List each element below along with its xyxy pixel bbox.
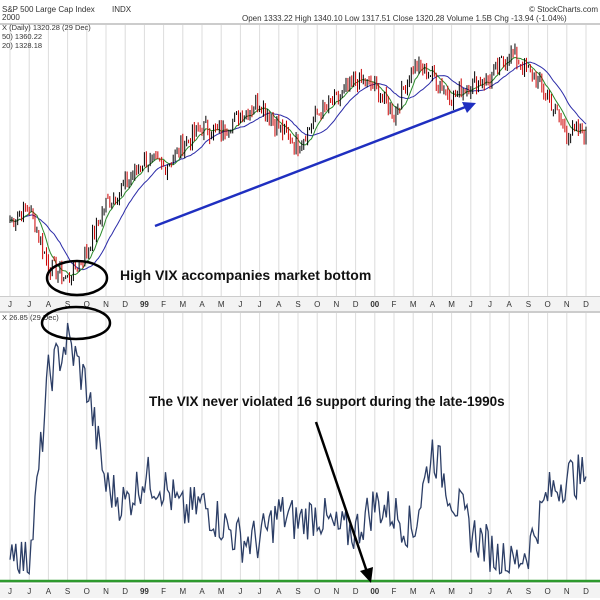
axis-tick-label: F xyxy=(161,300,166,309)
vix-legend: X 26.85 (29 Dec) xyxy=(2,313,59,322)
index-title: S&P 500 Large Cap Index xyxy=(2,5,95,14)
axis-tick-label: N xyxy=(103,587,109,596)
axis-tick-label: O xyxy=(544,300,550,309)
axis-tick-label: O xyxy=(544,587,550,596)
axis-tick-label: J xyxy=(488,587,492,596)
axis-tick-label: M xyxy=(218,300,225,309)
axis-tick-label: D xyxy=(122,300,128,309)
axis-tick-label: 00 xyxy=(370,587,379,596)
trend-arrow xyxy=(154,102,476,228)
axis-tick-label: N xyxy=(103,300,109,309)
axis-tick-label: A xyxy=(430,300,436,309)
axis-tick-label: F xyxy=(161,587,166,596)
axis-tick-label: O xyxy=(84,587,90,596)
axis-tick-label: 99 xyxy=(140,587,149,596)
axis-tick-label: D xyxy=(353,587,359,596)
axis-tick-label: M xyxy=(410,300,417,309)
annotation-top: High VIX accompanies market bottom xyxy=(120,267,371,283)
support-arrow xyxy=(314,421,373,583)
axis-tick-label: D xyxy=(583,300,589,309)
axis-tick-label: F xyxy=(392,587,397,596)
axis-tick-label: A xyxy=(46,300,52,309)
axis-tick-label: M xyxy=(218,587,225,596)
date-line: 2000 xyxy=(2,13,20,22)
axis-tick-label: A xyxy=(199,587,205,596)
price-panel xyxy=(0,23,600,298)
axis-tick-label: J xyxy=(238,300,242,309)
axis-tick-label: N xyxy=(334,587,340,596)
axis-tick-label: N xyxy=(334,300,340,309)
axis-tick-label: O xyxy=(314,587,320,596)
axis-tick-label: M xyxy=(448,300,455,309)
series-legend-2: 50) 1360.22 xyxy=(2,32,42,41)
exchange-code: INDX xyxy=(112,5,132,14)
axis-tick-label: J xyxy=(8,300,12,309)
axis-tick-label: J xyxy=(469,587,473,596)
watermark: © StockCharts.com xyxy=(529,5,598,14)
axis-tick-label: S xyxy=(65,300,70,309)
axis-tick-label: N xyxy=(564,587,570,596)
axis-tick-label: D xyxy=(122,587,128,596)
axis-tick-label: A xyxy=(507,587,513,596)
axis-strip xyxy=(0,297,600,311)
price-bars xyxy=(9,43,587,286)
vix-line xyxy=(9,322,587,576)
axis-tick-label: F xyxy=(392,300,397,309)
axis-tick-label: A xyxy=(507,300,513,309)
axis-tick-label: S xyxy=(65,587,70,596)
axis-tick-label: J xyxy=(27,587,31,596)
axis-tick-label: O xyxy=(84,300,90,309)
axis-tick-label: O xyxy=(314,300,320,309)
axis-tick-label: M xyxy=(448,587,455,596)
axis-strip xyxy=(0,584,600,598)
axis-tick-label: A xyxy=(199,300,205,309)
axis-tick-label: A xyxy=(46,587,52,596)
axis-tick-label: D xyxy=(353,300,359,309)
axis-tick-label: D xyxy=(583,587,589,596)
axis-tick-label: S xyxy=(526,300,531,309)
axis-tick-label: S xyxy=(295,300,300,309)
axis-tick-label: A xyxy=(276,300,282,309)
bottom-circle-top xyxy=(45,259,109,297)
axis-tick-label: J xyxy=(238,587,242,596)
axis-tick-label: M xyxy=(410,587,417,596)
axis-tick-label: N xyxy=(564,300,570,309)
axis-tick-label: S xyxy=(526,587,531,596)
axis-tick-label: 99 xyxy=(140,300,149,309)
series-legend-3: 20) 1328.18 xyxy=(2,41,42,50)
axis-tick-label: A xyxy=(276,587,282,596)
axis-tick-label: J xyxy=(27,300,31,309)
axis-tick-label: J xyxy=(8,587,12,596)
axis-tick-label: A xyxy=(430,587,436,596)
date-axis-top: J J A S O N D 99 F M A M J J A S O N D 00 F M A M J J A S O N D xyxy=(0,297,600,311)
axis-tick-label: S xyxy=(295,587,300,596)
axis-tick-label: M xyxy=(179,300,186,309)
annotation-bottom: The VIX never violated 16 support during… xyxy=(149,394,505,409)
axis-tick-label: M xyxy=(179,587,186,596)
axis-tick-label: J xyxy=(488,300,492,309)
axis-tick-label: J xyxy=(258,300,262,309)
axis-tick-label: 00 xyxy=(370,300,379,309)
axis-tick-label: J xyxy=(258,587,262,596)
vix-peak-circle xyxy=(40,305,112,341)
date-axis-bottom: J J A S O N D 99 F M A M J J A S O N D 00 F M A M J J A S O N D xyxy=(0,584,600,598)
axis-tick-label: J xyxy=(469,300,473,309)
ohlc-readout: Open 1333.22 High 1340.10 Low 1317.51 Cl… xyxy=(242,14,567,23)
series-legend-1: X (Daily) 1320.28 (29 Dec) xyxy=(2,23,91,32)
